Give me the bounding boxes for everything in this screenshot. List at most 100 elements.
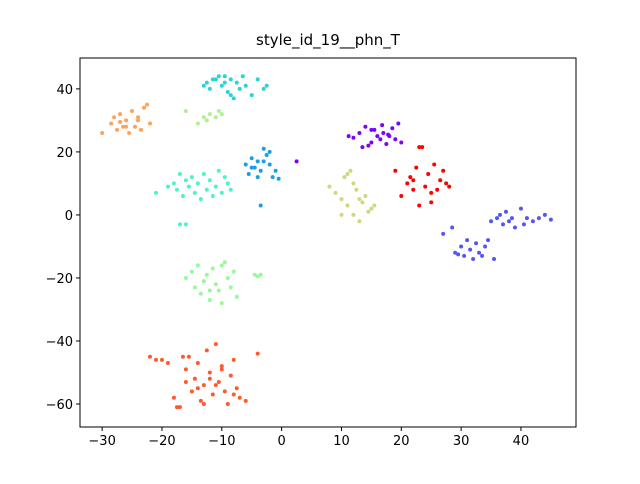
- point: [231, 269, 236, 274]
- point: [219, 364, 224, 369]
- point: [118, 112, 123, 117]
- point: [512, 225, 517, 230]
- chart-title: style_id_19__phn_T: [256, 31, 401, 50]
- point: [124, 118, 129, 123]
- point: [429, 200, 434, 205]
- point: [222, 175, 227, 180]
- point: [183, 222, 188, 227]
- x-tick-label: 30: [453, 434, 470, 449]
- point: [346, 134, 351, 139]
- point: [486, 238, 491, 243]
- point: [414, 165, 419, 170]
- point: [441, 231, 446, 236]
- point: [381, 130, 386, 135]
- point: [136, 115, 141, 120]
- point: [521, 222, 526, 227]
- point: [213, 282, 218, 287]
- point: [375, 134, 380, 139]
- point: [177, 222, 182, 227]
- point: [465, 238, 470, 243]
- point: [112, 115, 117, 120]
- point: [198, 398, 203, 403]
- point: [363, 194, 368, 199]
- point: [207, 86, 212, 91]
- point: [294, 159, 299, 164]
- point: [189, 175, 194, 180]
- point: [506, 219, 511, 224]
- x-tick-label: 0: [277, 434, 285, 449]
- point: [249, 156, 254, 161]
- x-tick-label: −20: [148, 434, 175, 449]
- point: [357, 219, 362, 224]
- point: [327, 184, 332, 189]
- point: [363, 124, 368, 129]
- point: [139, 127, 144, 132]
- point: [261, 86, 266, 91]
- point: [390, 126, 395, 131]
- point: [130, 108, 135, 113]
- point: [195, 181, 200, 186]
- point: [174, 405, 179, 410]
- point: [438, 178, 443, 183]
- point: [243, 83, 248, 88]
- point: [183, 178, 188, 183]
- point: [213, 383, 218, 388]
- point: [492, 257, 497, 262]
- point: [201, 401, 206, 406]
- point: [228, 187, 233, 192]
- point: [261, 146, 266, 151]
- y-tick-label: 20: [56, 146, 73, 161]
- x-tick-label: 40: [513, 434, 530, 449]
- point: [198, 291, 203, 296]
- point: [459, 244, 464, 249]
- point: [399, 140, 404, 145]
- y-tick-label: 40: [56, 83, 73, 98]
- point: [186, 354, 191, 359]
- point: [148, 354, 153, 359]
- point: [237, 395, 242, 400]
- point: [192, 190, 197, 195]
- point: [342, 175, 347, 180]
- point: [273, 168, 278, 173]
- point: [136, 118, 141, 123]
- point: [142, 105, 147, 110]
- point: [351, 212, 356, 217]
- point: [270, 175, 275, 180]
- point: [216, 74, 221, 79]
- point: [207, 112, 212, 117]
- point: [216, 288, 221, 293]
- point: [171, 395, 176, 400]
- point: [393, 137, 398, 142]
- point: [207, 376, 212, 381]
- point: [276, 176, 281, 181]
- y-tick-label: −60: [46, 398, 73, 413]
- point: [234, 386, 239, 391]
- point: [255, 77, 260, 82]
- point: [148, 121, 153, 126]
- point: [222, 389, 227, 394]
- point: [225, 275, 230, 280]
- point: [201, 115, 206, 120]
- point: [189, 389, 194, 394]
- point: [420, 145, 425, 150]
- point: [231, 357, 236, 362]
- point: [216, 379, 221, 384]
- point: [384, 142, 389, 147]
- point: [453, 250, 458, 255]
- point: [177, 405, 182, 410]
- point: [210, 194, 215, 199]
- point: [204, 80, 209, 85]
- point: [474, 241, 479, 246]
- point: [213, 77, 218, 82]
- point: [195, 263, 200, 268]
- point: [153, 357, 158, 362]
- point: [372, 127, 377, 132]
- point: [501, 222, 506, 227]
- point: [480, 253, 485, 258]
- x-tick-label: −10: [208, 434, 235, 449]
- point: [369, 140, 374, 145]
- point: [360, 200, 365, 205]
- point: [177, 171, 182, 176]
- point: [207, 288, 212, 293]
